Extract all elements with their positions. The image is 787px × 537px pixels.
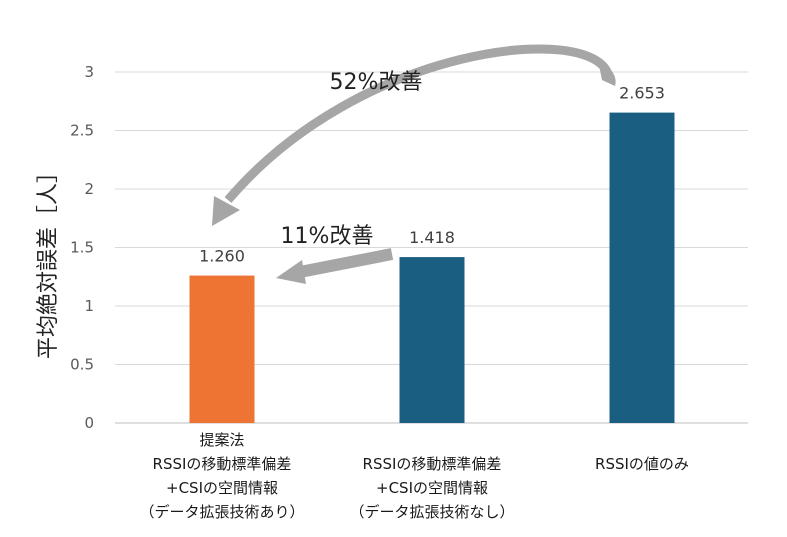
bars: [189, 112, 675, 423]
category-label: （データ拡張技術あり）: [139, 503, 304, 521]
arrow-52-head: [212, 196, 240, 226]
y-tick-label: 1: [84, 297, 94, 315]
data-label: 1.418: [409, 228, 455, 247]
arrow-11-head: [276, 260, 306, 284]
data-labels: 1.260 1.418 2.653: [199, 84, 665, 266]
category-label: 提案法: [199, 431, 244, 449]
category-label: +CSIの空間情報: [376, 479, 488, 497]
y-axis-ticks: 0 0.5 1 1.5 2 2.5 3: [70, 63, 94, 432]
y-tick-label: 1.5: [70, 239, 94, 257]
arrow-52-percent: [224, 44, 613, 203]
annotation-11-percent: 11%改善: [281, 224, 374, 249]
y-tick-label: 0: [84, 414, 94, 432]
category-label: RSSIの移動標準偏差: [363, 455, 502, 473]
arrow-52-tail: [598, 60, 616, 86]
arrow-11-percent: [298, 248, 394, 278]
category-label: RSSIの移動標準偏差: [153, 455, 292, 473]
data-label: 2.653: [619, 84, 665, 103]
data-label: 1.260: [199, 247, 245, 266]
category-label: +CSIの空間情報: [166, 479, 278, 497]
category-labels: 提案法 RSSIの移動標準偏差 +CSIの空間情報 （データ拡張技術あり） RSSIの移…: [139, 431, 688, 521]
bar: [399, 257, 465, 423]
annotation-52-percent: 52%改善: [330, 70, 423, 95]
bar: [189, 275, 255, 423]
category-label: RSSIの値のみ: [595, 455, 689, 473]
bar: [609, 112, 675, 423]
category-label: （データ拡張技術なし）: [349, 503, 514, 521]
y-tick-label: 3: [84, 63, 94, 81]
y-tick-label: 2: [84, 180, 94, 198]
y-axis-label: 平均絶対誤差［人］: [36, 161, 61, 359]
y-tick-label: 0.5: [70, 356, 94, 374]
y-tick-label: 2.5: [70, 122, 94, 140]
